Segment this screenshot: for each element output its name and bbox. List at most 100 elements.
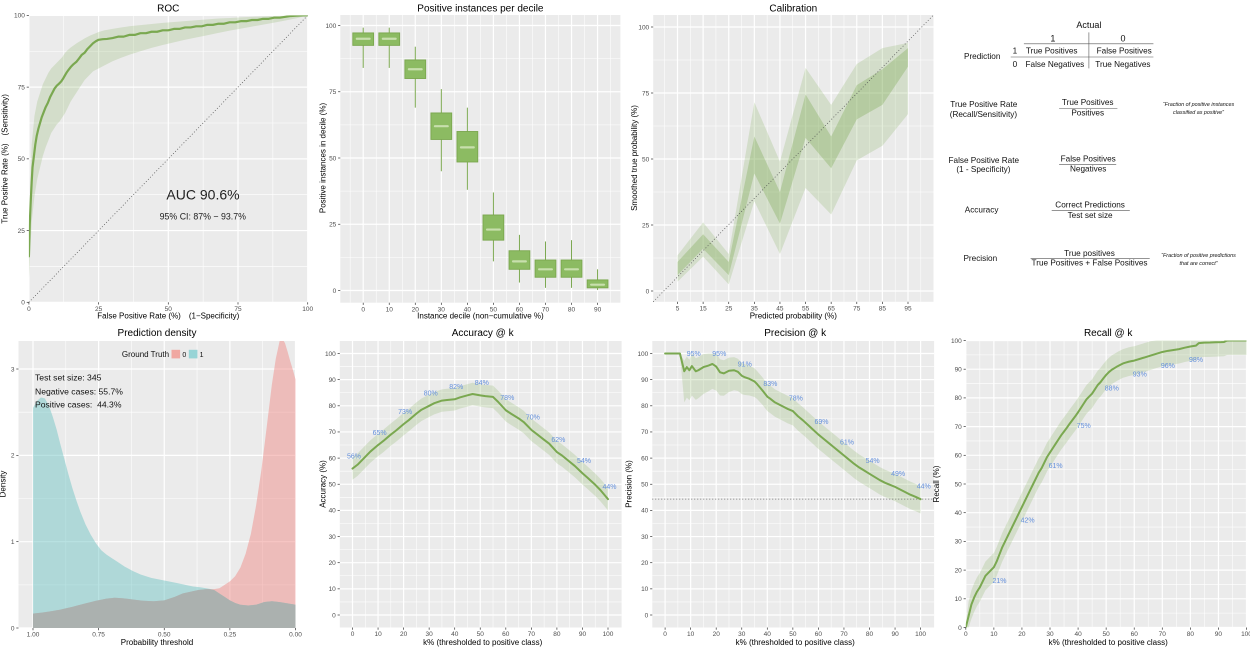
svg-text:54%: 54%	[866, 458, 880, 465]
svg-text:60: 60	[329, 455, 337, 462]
svg-text:True Positive Rate: True Positive Rate	[950, 100, 1017, 109]
svg-text:50: 50	[641, 482, 649, 489]
svg-text:0.25: 0.25	[224, 632, 237, 639]
svg-text:5: 5	[676, 305, 680, 312]
svg-text:50: 50	[18, 156, 26, 163]
svg-text:69%: 69%	[814, 419, 828, 426]
svg-text:90: 90	[891, 631, 899, 638]
svg-text:78%: 78%	[789, 395, 803, 402]
svg-text:1: 1	[200, 352, 204, 359]
svg-text:85: 85	[879, 305, 887, 312]
svg-text:Ground Truth: Ground Truth	[122, 350, 169, 359]
svg-text:Correct Predictions: Correct Predictions	[1055, 201, 1125, 210]
svg-text:50: 50	[329, 482, 337, 489]
svg-text:90: 90	[1215, 631, 1223, 638]
svg-text:0: 0	[333, 288, 337, 295]
svg-text:44%: 44%	[917, 483, 931, 490]
svg-text:62%: 62%	[551, 437, 565, 444]
svg-text:40: 40	[764, 631, 772, 638]
svg-text:70: 70	[955, 424, 963, 431]
svg-text:Probability threshold: Probability threshold	[121, 638, 193, 647]
svg-text:50: 50	[490, 306, 498, 313]
svg-text:21%: 21%	[992, 578, 1006, 585]
svg-text:Density: Density	[0, 471, 8, 498]
svg-text:80: 80	[568, 306, 576, 313]
svg-text:Recall @ k: Recall @ k	[1084, 328, 1133, 339]
svg-text:95%: 95%	[687, 351, 701, 358]
svg-text:56%: 56%	[347, 453, 361, 460]
svg-text:Positives: Positives	[1071, 109, 1104, 118]
svg-text:30: 30	[955, 539, 963, 546]
svg-text:10: 10	[955, 596, 963, 603]
svg-text:1.00: 1.00	[27, 632, 40, 639]
svg-text:(1 - Specificity): (1 - Specificity)	[956, 165, 1010, 174]
svg-text:0: 0	[351, 631, 355, 638]
svg-text:False Positive Rate: False Positive Rate	[949, 156, 1020, 165]
svg-text:False Positives: False Positives	[1061, 154, 1116, 163]
svg-text:Calibration: Calibration	[769, 4, 817, 15]
svg-text:73%: 73%	[398, 409, 412, 416]
svg-text:60: 60	[516, 306, 524, 313]
svg-text:Negative cases: 55.7%: Negative cases: 55.7%	[35, 386, 123, 396]
svg-text:Actual: Actual	[1076, 20, 1101, 30]
svg-text:70: 70	[329, 429, 337, 436]
svg-text:Precision: Precision	[963, 254, 997, 263]
svg-text:25: 25	[725, 305, 733, 312]
svg-text:Test set size: Test set size	[1068, 211, 1113, 220]
svg-text:20: 20	[1018, 631, 1026, 638]
svg-text:83%: 83%	[763, 381, 777, 388]
svg-text:Positive cases: 44.3%: Positive cases: 44.3%	[35, 400, 122, 410]
svg-text:0.75: 0.75	[92, 632, 105, 639]
svg-text:100: 100	[1241, 631, 1250, 638]
svg-text:40: 40	[329, 508, 337, 515]
svg-text:75: 75	[853, 305, 861, 312]
svg-text:84%: 84%	[475, 380, 489, 387]
svg-text:1: 1	[11, 539, 15, 546]
svg-text:70: 70	[528, 631, 536, 638]
svg-text:50: 50	[642, 156, 650, 163]
svg-text:60: 60	[955, 453, 963, 460]
svg-text:60: 60	[641, 455, 649, 462]
svg-text:Prediction density: Prediction density	[118, 328, 197, 339]
svg-text:True Positives + False Positiv: True Positives + False Positives	[1032, 259, 1148, 268]
svg-text:82%: 82%	[449, 384, 463, 391]
svg-text:50: 50	[329, 155, 337, 162]
svg-text:50: 50	[1102, 631, 1110, 638]
svg-text:90: 90	[579, 631, 587, 638]
svg-text:1: 1	[1013, 46, 1018, 55]
svg-text:100: 100	[325, 351, 336, 358]
svg-text:100: 100	[951, 338, 962, 345]
svg-text:61%: 61%	[1049, 463, 1063, 470]
svg-text:k% (thresholded to positive cl: k% (thresholded to positive class)	[1049, 638, 1169, 647]
svg-text:20: 20	[641, 560, 649, 567]
svg-text:25: 25	[95, 306, 103, 313]
svg-text:90: 90	[594, 306, 602, 313]
svg-text:80: 80	[553, 631, 561, 638]
svg-text:Precision @ k: Precision @ k	[764, 328, 827, 339]
svg-text:True Positives: True Positives	[1026, 46, 1078, 55]
svg-text:100: 100	[302, 306, 313, 313]
svg-text:49%: 49%	[891, 471, 905, 478]
svg-text:Negatives: Negatives	[1070, 165, 1106, 174]
svg-text:0: 0	[361, 306, 365, 313]
svg-text:0: 0	[332, 612, 336, 619]
svg-text:30: 30	[425, 631, 433, 638]
svg-text:20: 20	[713, 631, 721, 638]
svg-text:0.00: 0.00	[289, 632, 302, 639]
svg-text:0: 0	[1120, 34, 1125, 44]
svg-text:0: 0	[1013, 60, 1018, 69]
svg-text:Predicted probability (%): Predicted probability (%)	[750, 312, 837, 321]
svg-text:0: 0	[645, 612, 649, 619]
svg-text:0: 0	[964, 631, 968, 638]
svg-text:“Fraction of positive predicti: “Fraction of positive predictions	[1161, 253, 1236, 259]
svg-text:20: 20	[400, 631, 408, 638]
svg-text:90: 90	[641, 377, 649, 384]
svg-text:65%: 65%	[373, 430, 387, 437]
svg-text:False Positive Rate (%) (1−Sp: False Positive Rate (%) (1−Specificity)	[97, 312, 239, 321]
svg-text:91%: 91%	[738, 361, 752, 368]
svg-text:ROC: ROC	[157, 4, 179, 15]
svg-text:70: 70	[542, 306, 550, 313]
svg-text:Test set size: 345: Test set size: 345	[35, 373, 102, 383]
svg-text:10: 10	[687, 631, 695, 638]
svg-text:30: 30	[1046, 631, 1054, 638]
